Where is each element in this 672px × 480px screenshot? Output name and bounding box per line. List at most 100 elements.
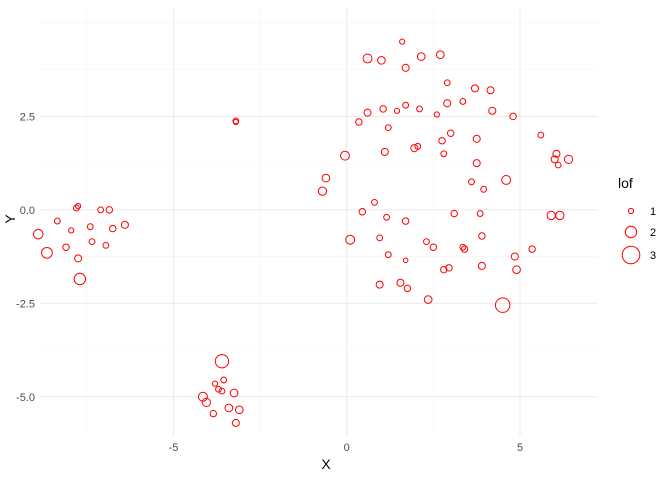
data-point [435, 50, 445, 60]
data-point [512, 265, 521, 274]
x-axis-ticks: -5 0 5 [169, 442, 524, 454]
data-point [345, 234, 356, 245]
data-point [75, 203, 82, 210]
data-point [414, 142, 422, 150]
data-point [537, 131, 545, 139]
data-point [88, 238, 96, 246]
x-tick-label: 0 [344, 442, 350, 454]
data-point [120, 220, 129, 229]
data-point [201, 397, 212, 408]
data-point [460, 245, 469, 253]
data-points [32, 38, 574, 427]
legend-key [624, 225, 638, 239]
data-point [416, 52, 426, 61]
data-point [423, 238, 430, 246]
data-point [494, 297, 511, 313]
data-point [224, 403, 234, 413]
legend: lof 1 2 3 [618, 175, 656, 265]
data-point [443, 79, 451, 87]
y-axis-title: Y [2, 214, 18, 224]
data-point [32, 228, 44, 240]
data-point [376, 234, 384, 242]
data-point [440, 265, 448, 274]
data-point [488, 106, 497, 115]
data-point [214, 354, 230, 369]
data-point [209, 409, 218, 418]
data-point [486, 86, 495, 95]
legend-label: 2 [650, 227, 656, 239]
data-point [220, 376, 228, 384]
data-point [215, 385, 222, 393]
legend-title: lof [618, 175, 633, 191]
data-point [433, 111, 440, 118]
data-point [478, 232, 486, 240]
data-point [423, 295, 433, 304]
data-point [340, 150, 350, 161]
data-point [321, 173, 331, 183]
legend-label: 3 [650, 250, 656, 262]
data-point [380, 147, 389, 156]
data-point [218, 387, 226, 395]
data-point [459, 243, 467, 251]
data-point [555, 210, 565, 221]
data-point [393, 107, 401, 114]
data-point [399, 38, 406, 45]
data-point [317, 186, 328, 196]
data-point [401, 217, 410, 225]
data-point [429, 243, 438, 251]
data-point [234, 405, 244, 415]
data-point [358, 208, 367, 216]
data-point [554, 161, 562, 169]
data-point [440, 150, 448, 158]
data-point [459, 98, 467, 105]
legend-key [627, 207, 635, 215]
data-point [383, 213, 390, 221]
data-point [231, 418, 240, 427]
x-tick-label: -5 [169, 442, 179, 454]
data-point [402, 101, 410, 109]
data-point [362, 53, 373, 64]
data-point [62, 243, 70, 251]
data-point [384, 251, 392, 259]
data-point [41, 246, 53, 259]
data-point [470, 84, 479, 93]
data-point [563, 154, 574, 165]
data-point [401, 63, 410, 72]
data-point [379, 105, 387, 113]
data-point [402, 257, 409, 264]
data-point [53, 217, 61, 225]
data-point [86, 223, 94, 231]
data-point [550, 155, 559, 164]
data-point [403, 284, 412, 293]
data-point [472, 134, 481, 143]
data-point [68, 227, 75, 234]
data-point [468, 178, 475, 186]
data-point [371, 198, 378, 206]
data-point [229, 388, 239, 398]
data-point [375, 280, 384, 289]
y-axis-ticks: -5.0 -2.5 0.0 2.5 [16, 111, 35, 403]
data-point [232, 117, 240, 125]
data-point [97, 206, 105, 214]
data-point [445, 264, 453, 272]
data-point [102, 241, 110, 249]
data-point [416, 105, 423, 113]
data-point [396, 278, 405, 287]
data-point [232, 118, 239, 126]
data-point [74, 254, 83, 263]
data-point [501, 174, 512, 185]
data-point [552, 149, 561, 158]
data-point [211, 380, 219, 387]
data-point [438, 136, 446, 145]
data-point [472, 159, 481, 168]
data-point [443, 99, 452, 108]
data-point [363, 108, 372, 117]
x-tick-label: 5 [517, 442, 523, 454]
y-tick-label: 2.5 [20, 111, 35, 123]
data-point [105, 206, 114, 214]
y-tick-label: 0.0 [20, 205, 35, 217]
data-point [73, 272, 87, 286]
data-point [197, 391, 208, 402]
